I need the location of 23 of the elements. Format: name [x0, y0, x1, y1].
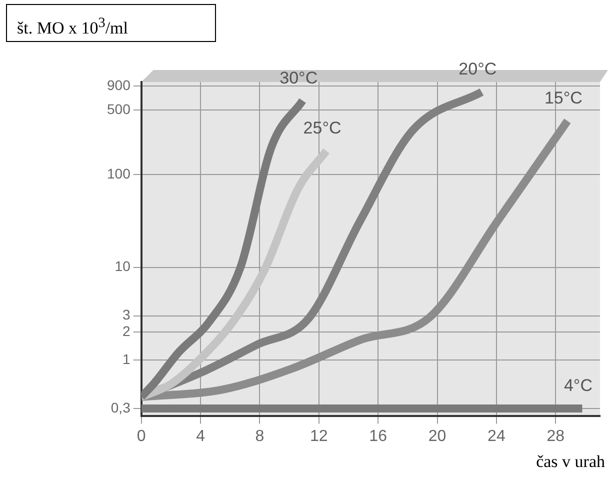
y-tick-label: 900	[107, 77, 131, 94]
series-label: 30°C	[280, 68, 318, 88]
y-tick-label: 0,3	[110, 399, 131, 416]
y-tick-label: 3	[122, 306, 131, 323]
y-tick-label: 100	[107, 166, 131, 182]
x-tick-label: 24	[488, 428, 506, 445]
series-label: 15°C	[544, 88, 582, 108]
x-tick-label: 4	[196, 428, 206, 445]
x-tick-label: 8	[255, 428, 264, 445]
y-tick-label: 2	[122, 322, 131, 339]
y-tick-label: 1	[122, 350, 131, 367]
x-tick-label: 12	[310, 428, 328, 445]
x-tick-label: 16	[369, 428, 388, 445]
y-tick-label: 500	[107, 100, 131, 117]
y-axis-title: št. MO x 10$^{3}$/ml	[6, 4, 216, 42]
series-label: 25°C	[303, 118, 342, 138]
series-label: 4°C	[564, 376, 593, 396]
series-label: 20°C	[458, 60, 497, 79]
x-tick-label: 0	[136, 428, 146, 445]
x-tick-label: 28	[546, 428, 565, 445]
x-tick-label: 20	[428, 428, 446, 445]
x-axis-title: čas v urah	[536, 452, 605, 472]
y-tick-label: 10	[114, 258, 131, 274]
